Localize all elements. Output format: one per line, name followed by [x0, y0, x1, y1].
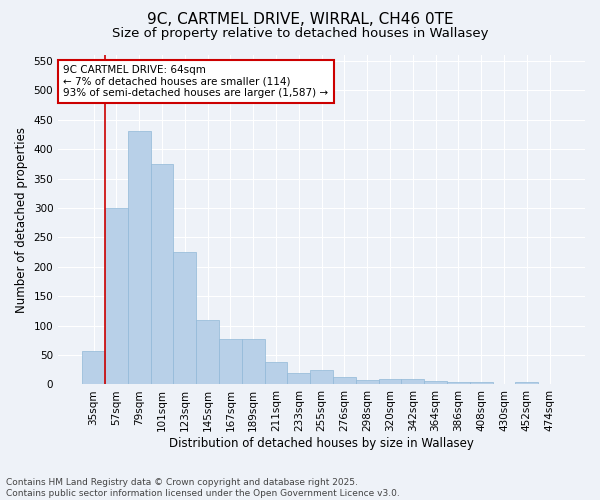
Bar — [310, 370, 333, 384]
Bar — [401, 379, 424, 384]
Text: Contains HM Land Registry data © Crown copyright and database right 2025.
Contai: Contains HM Land Registry data © Crown c… — [6, 478, 400, 498]
Bar — [151, 164, 173, 384]
Bar — [333, 377, 356, 384]
Bar — [128, 132, 151, 384]
Text: Size of property relative to detached houses in Wallasey: Size of property relative to detached ho… — [112, 28, 488, 40]
Text: 9C CARTMEL DRIVE: 64sqm
← 7% of detached houses are smaller (114)
93% of semi-de: 9C CARTMEL DRIVE: 64sqm ← 7% of detached… — [64, 65, 329, 98]
Bar — [515, 382, 538, 384]
Bar — [447, 382, 470, 384]
Bar — [173, 252, 196, 384]
Bar — [105, 208, 128, 384]
Bar — [287, 372, 310, 384]
Bar — [82, 351, 105, 384]
Bar — [424, 381, 447, 384]
Text: 9C, CARTMEL DRIVE, WIRRAL, CH46 0TE: 9C, CARTMEL DRIVE, WIRRAL, CH46 0TE — [146, 12, 454, 28]
Bar — [196, 320, 219, 384]
X-axis label: Distribution of detached houses by size in Wallasey: Distribution of detached houses by size … — [169, 437, 474, 450]
Bar — [470, 382, 493, 384]
Y-axis label: Number of detached properties: Number of detached properties — [15, 126, 28, 312]
Bar — [265, 362, 287, 384]
Bar — [379, 379, 401, 384]
Bar — [242, 339, 265, 384]
Bar — [219, 339, 242, 384]
Bar — [356, 380, 379, 384]
